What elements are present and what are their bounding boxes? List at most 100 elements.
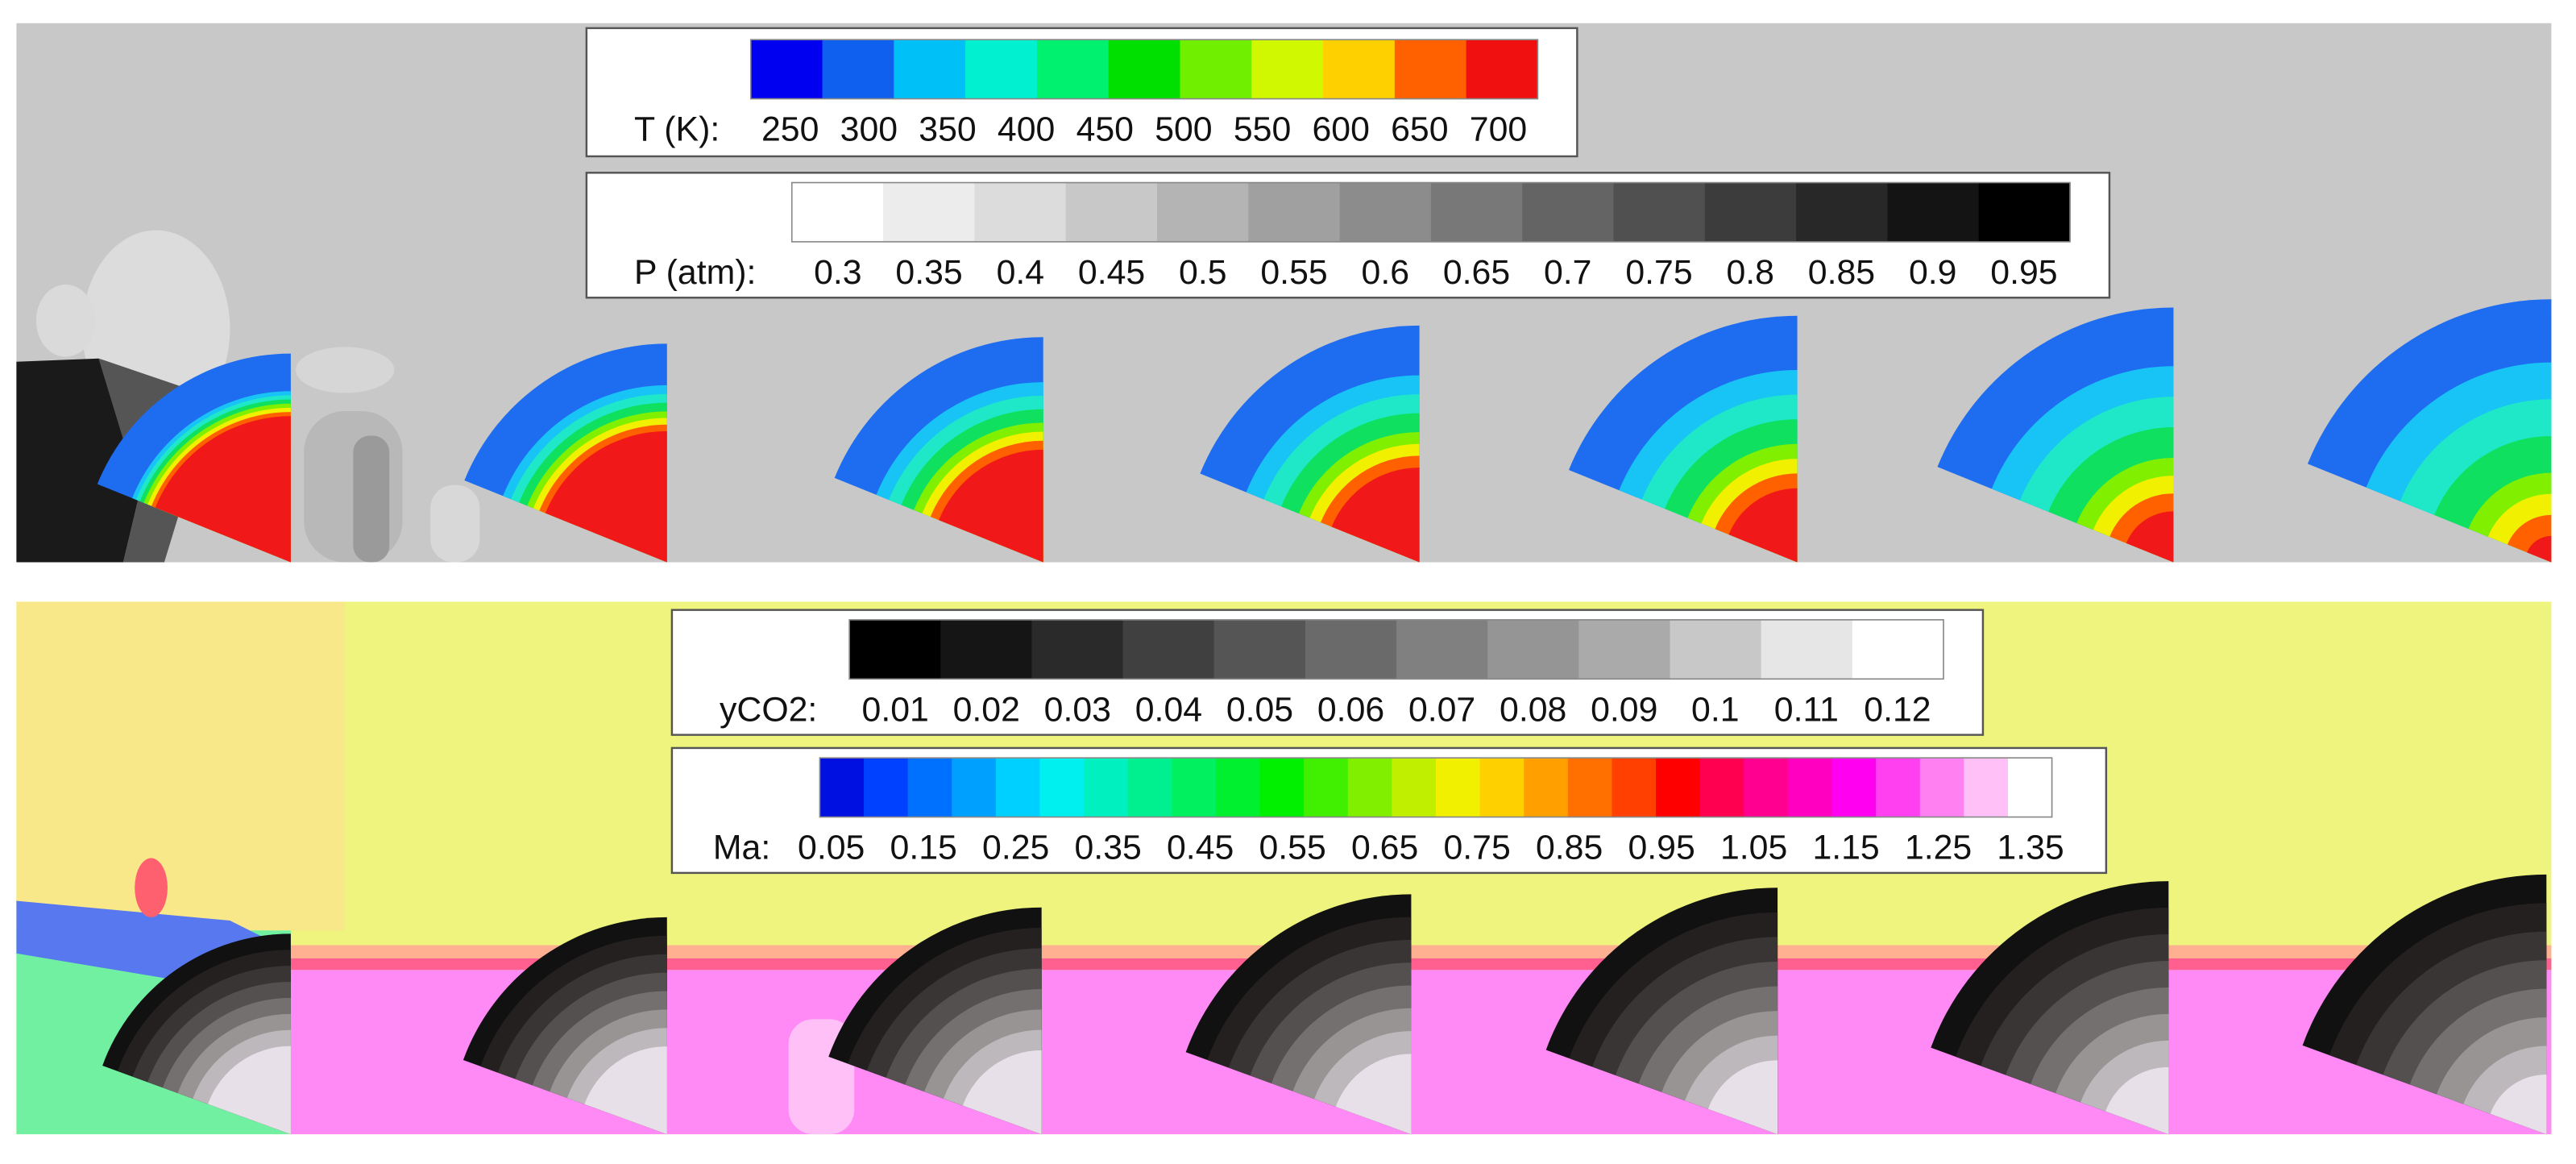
temperature-band	[2527, 535, 2552, 563]
legend-swatch	[974, 182, 1067, 242]
legend-tick-label: 0.75	[1625, 253, 1692, 292]
legend-tick-label: 0.75	[1443, 829, 1510, 867]
legend-tick-label: 0.9	[1909, 253, 1957, 292]
legend-swatch	[1744, 758, 1789, 817]
legend-swatch	[1339, 182, 1432, 242]
legend-tick-label: 0.15	[890, 829, 957, 867]
legend-tick-label: 700	[1470, 110, 1527, 149]
legend-title: yCO2:	[720, 690, 817, 729]
legend-swatch	[1251, 39, 1324, 99]
legend-tick-label: 0.07	[1408, 690, 1475, 729]
legend-swatch	[1487, 619, 1579, 680]
legend-swatch	[952, 758, 997, 817]
mach-shear	[290, 945, 2552, 958]
legend-swatch	[1259, 758, 1305, 817]
temperature-band	[545, 430, 667, 563]
legend-tick-label: 0.03	[1044, 690, 1111, 729]
legend-tick-label: 0.1	[1691, 690, 1740, 729]
legend-swatch	[1699, 758, 1744, 817]
legend-swatch	[1036, 39, 1110, 99]
legend-swatch	[1127, 758, 1172, 817]
legend-swatch	[1156, 182, 1249, 242]
legend-swatch	[2007, 758, 2053, 817]
legend-swatch	[1430, 182, 1523, 242]
legend-tick-label: 1.25	[1905, 829, 1972, 867]
temperature-band	[939, 449, 1043, 563]
legend-swatch	[1466, 39, 1539, 99]
legend-swatch	[1876, 758, 1921, 817]
legend-tick-label: 0.45	[1078, 253, 1145, 292]
legend-swatch	[864, 758, 909, 817]
legend-tick-label: 650	[1391, 110, 1448, 149]
legend-swatch	[1964, 758, 2009, 817]
mach-contour	[16, 601, 346, 931]
legend-swatch	[1122, 619, 1215, 680]
legend-swatch	[1347, 758, 1392, 817]
legend-swatch	[1613, 182, 1706, 242]
legend: Ma: 0.05 0.15 0.25 0.35 0.45 0.55 0.65 0.75 0.85 0…	[670, 746, 2108, 875]
legend-swatch	[1522, 182, 1615, 242]
legend-swatch	[907, 758, 952, 817]
legend-tick-label: 0.3	[814, 253, 861, 292]
mach-contour	[135, 858, 168, 917]
legend-tick-label: 500	[1155, 110, 1212, 149]
legend-tick-label: 0.95	[1990, 253, 2057, 292]
legend-swatch	[1436, 758, 1481, 817]
legend-swatch	[1887, 182, 1980, 242]
legend: T (K): 250 300 350 400 450 500 550 600 650 700	[585, 27, 1578, 158]
co2-band	[962, 1050, 1042, 1135]
co2-band	[1335, 1054, 1412, 1135]
legend-swatch	[1787, 758, 1833, 817]
legend-swatch	[819, 758, 865, 817]
legend-swatch	[1612, 758, 1657, 817]
legend-tick-label: 0.6	[1362, 253, 1410, 292]
legend-swatch	[1305, 619, 1397, 680]
legend-swatch	[1213, 619, 1306, 680]
legend-bar-frame	[848, 619, 1944, 680]
legend-tick-label: 1.35	[1997, 829, 2064, 867]
mach-jet	[290, 970, 2552, 1135]
legend-tick-label: 550	[1234, 110, 1291, 149]
legend-swatch	[849, 619, 941, 680]
legend-tick-label: 0.05	[798, 829, 865, 867]
legend-tick-label: 250	[761, 110, 819, 149]
legend-tick-label: 0.06	[1317, 690, 1384, 729]
legend-tick-label: 0.35	[895, 253, 962, 292]
legend-swatch	[1304, 758, 1349, 817]
temperature-band	[1728, 488, 1798, 563]
co2-band	[584, 1046, 667, 1135]
legend-tick-label: 300	[840, 110, 898, 149]
temperature-band	[1331, 468, 1420, 563]
legend-tick-label: 0.25	[982, 829, 1049, 867]
legend-tick-label: 0.08	[1500, 690, 1566, 729]
legend-swatch	[750, 39, 823, 99]
legend-tick-label: 0.55	[1259, 829, 1325, 867]
legend-swatch	[965, 39, 1038, 99]
legend-swatch	[1978, 182, 2071, 242]
legend-tick-label: 1.15	[1812, 829, 1879, 867]
legend-tick-label: 350	[919, 110, 976, 149]
legend: P (atm): 0.3 0.35 0.4 0.45 0.5 0.55 0.6 0.65 0.7 0…	[585, 172, 2111, 299]
legend-swatch	[995, 758, 1041, 817]
legend-tick-label: 450	[1076, 110, 1134, 149]
legend-bar-frame	[749, 39, 1539, 100]
legend-tick-label: 0.02	[953, 690, 1020, 729]
legend-swatch	[1656, 758, 1701, 817]
legend-swatch	[1396, 619, 1488, 680]
legend-swatch	[1796, 182, 1889, 242]
legend-title: P (atm):	[634, 253, 756, 292]
legend-swatch	[822, 39, 894, 99]
legend-bar-frame	[819, 757, 2053, 818]
legend-title: T (K):	[634, 110, 720, 149]
legend-swatch	[894, 39, 966, 99]
legend-tick-label: 0.12	[1864, 690, 1931, 729]
legend-tick-label: 0.55	[1260, 253, 1327, 292]
legend-title: Ma:	[713, 829, 770, 867]
legend-swatch	[1567, 758, 1613, 817]
co2-band	[1707, 1060, 1778, 1135]
legend-swatch	[1670, 619, 1762, 680]
legend-swatch	[1039, 758, 1085, 817]
legend-swatch	[791, 182, 884, 242]
legend-swatch	[1761, 619, 1853, 680]
